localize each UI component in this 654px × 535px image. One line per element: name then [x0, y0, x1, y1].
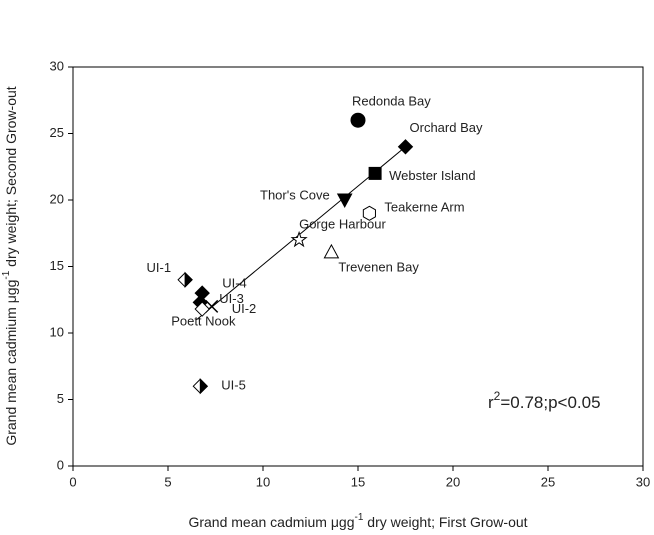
point-label: Poett Nook — [171, 313, 236, 328]
point-label: Redonda Bay — [352, 94, 431, 109]
marker — [368, 166, 382, 180]
point-label: Gorge Harbour — [299, 216, 386, 231]
x-tick-label: 5 — [164, 474, 171, 489]
x-tick-label: 25 — [541, 474, 555, 489]
marker — [194, 301, 210, 317]
point-label: UI-1 — [147, 260, 172, 275]
y-tick-label: 25 — [50, 125, 64, 140]
point-label: Orchard Bay — [410, 120, 483, 135]
y-axis-label: Grand mean cadmium μgg-1 dry weight; Sec… — [1, 86, 19, 445]
y-tick-label: 15 — [50, 258, 64, 273]
y-tick-label: 30 — [50, 58, 64, 73]
marker — [336, 193, 353, 209]
point-label: UI-4 — [222, 276, 247, 291]
point-label: UI-5 — [221, 378, 246, 393]
x-tick-label: 10 — [256, 474, 270, 489]
point-label: Thor's Cove — [260, 187, 330, 202]
y-tick-label: 5 — [57, 391, 64, 406]
x-tick-label: 15 — [351, 474, 365, 489]
marker — [350, 112, 366, 128]
point-label: Webster Island — [389, 168, 475, 183]
marker — [362, 205, 376, 221]
marker — [177, 271, 193, 289]
marker — [323, 243, 340, 259]
point-label: UI-2 — [232, 301, 257, 316]
y-tick-label: 20 — [50, 191, 64, 206]
point-label: UI-3 — [219, 291, 244, 306]
x-axis-label: Grand mean cadmium μgg-1 dry weight; Fir… — [188, 512, 527, 530]
y-tick-label: 0 — [57, 457, 64, 472]
marker — [192, 377, 209, 395]
marker — [290, 230, 308, 248]
x-tick-label: 30 — [636, 474, 650, 489]
point-label: Teakerne Arm — [384, 200, 464, 215]
annotation: r2=0.78;p<0.05 — [488, 389, 601, 412]
point-label: Trevenen Bay — [338, 259, 419, 274]
x-tick-label: 20 — [446, 474, 460, 489]
marker — [397, 139, 414, 155]
y-tick-label: 10 — [50, 324, 64, 339]
x-tick-label: 0 — [69, 474, 76, 489]
